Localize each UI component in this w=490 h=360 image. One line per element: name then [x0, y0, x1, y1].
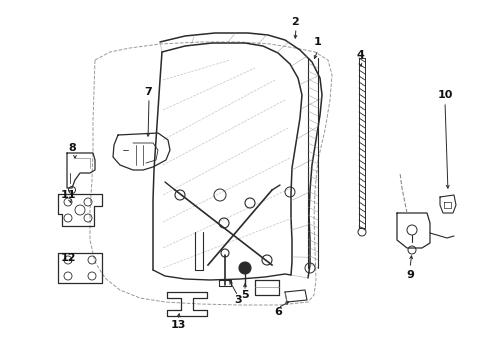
Polygon shape [113, 133, 170, 170]
Text: 6: 6 [274, 307, 282, 317]
Text: 2: 2 [291, 17, 299, 27]
Polygon shape [58, 194, 102, 226]
Polygon shape [58, 253, 102, 283]
Text: 13: 13 [171, 320, 186, 330]
Text: 11: 11 [60, 190, 76, 200]
Text: 1: 1 [314, 37, 322, 47]
Text: 8: 8 [68, 143, 76, 153]
Text: 5: 5 [241, 290, 249, 300]
Circle shape [239, 262, 251, 274]
Text: 3: 3 [234, 295, 242, 305]
Text: 4: 4 [356, 50, 364, 60]
Polygon shape [397, 213, 430, 248]
Text: 10: 10 [437, 90, 453, 100]
Text: 9: 9 [406, 270, 414, 280]
Polygon shape [167, 292, 207, 316]
Text: 7: 7 [144, 87, 152, 97]
Text: 12: 12 [60, 253, 76, 263]
Polygon shape [67, 153, 95, 188]
